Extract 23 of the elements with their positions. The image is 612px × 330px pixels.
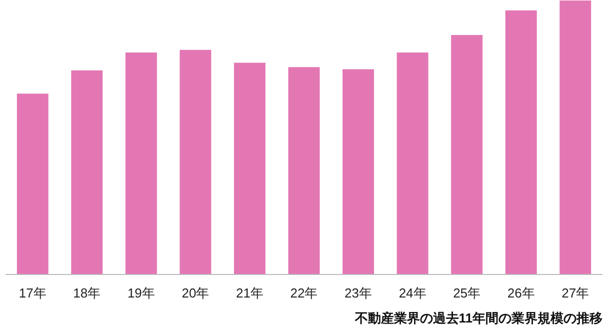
bar [342,69,374,274]
x-tick-label: 23年 [344,286,372,300]
x-tick-label: 24年 [398,286,426,300]
x-tick-label: 22年 [290,286,318,300]
text: 不動産業界の過去11年間の業界規模の推移 [354,310,603,326]
bar [71,70,103,274]
bar [125,52,157,274]
bar [560,0,592,274]
x-tick-label: 25年 [453,286,481,300]
bar [396,52,428,274]
x-tick-label: 26年 [507,286,535,300]
x-tick-label: 27年 [562,286,590,300]
x-tick-label: 19年 [127,286,155,300]
x-tick-label: 21年 [236,286,264,300]
bar [234,62,266,274]
bar [16,94,48,274]
bar [505,10,537,274]
x-tick-label: 17年 [18,286,46,300]
x-tick-label: 20年 [182,286,210,300]
bar [451,35,483,274]
bar [288,67,320,274]
x-tick-label: 18年 [73,286,101,300]
bar [180,50,212,274]
